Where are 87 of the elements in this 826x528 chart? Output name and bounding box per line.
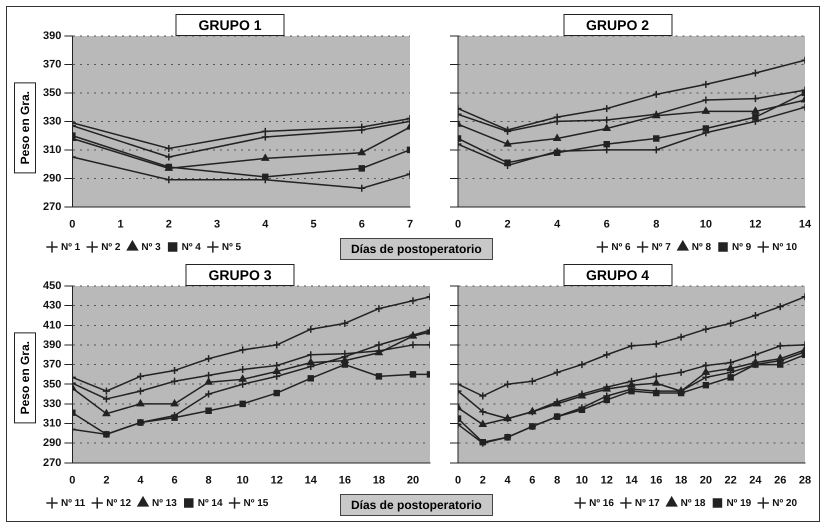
y-tick-label: 310 [42,418,62,430]
x-tick-label: 5 [310,218,317,230]
legend-label: Nº 5 [222,242,242,253]
legend-label: Nº 11 [61,498,86,509]
x-tick-label: 10 [576,474,588,486]
x-tick-label: 16 [338,474,351,486]
x-tick-label: 3 [214,218,220,230]
x-tick-label: 4 [262,218,270,230]
y-tick-label: 330 [42,115,62,128]
x-tick-label: 22 [724,474,737,486]
x-tick-label: 10 [700,218,712,230]
x-axis-title: Días de postoperatorio [340,238,493,260]
x-tick-label: 7 [406,218,414,230]
y-tick-label: 310 [42,144,62,156]
y-tick-label: 370 [42,58,62,70]
x-tick-label: 2 [480,474,486,486]
x-tick-label: 0 [69,474,76,486]
legend-label: Nº 1 [61,242,81,253]
x-tick-label: 20 [700,474,712,486]
legend-label: Nº 17 [634,498,660,509]
y-tick-label: 450 [42,280,62,292]
x-tick-label: 14 [798,218,812,230]
x-tick-label: 24 [749,474,762,486]
y-tick-label: 410 [42,319,62,332]
y-tick-label: 390 [42,30,62,42]
x-tick-label: 8 [554,474,560,486]
y-tick-label: 370 [42,358,62,371]
legend-label: Nº 19 [726,498,752,509]
chart-title: GRUPO 2 [562,14,672,36]
x-tick-label: 10 [236,474,249,486]
legend-label: Nº 9 [732,242,752,253]
legend-label: Nº 13 [152,498,178,509]
legend-label: Nº 7 [652,242,672,253]
chart-title: GRUPO 1 [175,14,285,36]
legend-label: Nº 8 [692,242,712,253]
legend-label: Nº 3 [141,242,162,253]
y-tick-label: 330 [42,398,62,410]
x-tick-label: 4 [504,474,512,486]
x-tick-label: 1 [118,218,124,230]
x-tick-label: 28 [798,474,812,486]
y-axis-title: Peso en Gra. [14,82,36,174]
x-tick-label: 12 [600,474,613,486]
x-tick-label: 6 [604,218,610,230]
chart-title: GRUPO 4 [562,264,672,286]
legend-label: Nº 14 [198,498,223,509]
x-tick-label: 4 [554,218,562,230]
legend-label: Nº 20 [772,498,798,509]
x-tick-label: 6 [358,218,365,230]
legend-label: Nº 12 [106,498,132,509]
y-tick-label: 390 [42,338,62,351]
y-tick-label: 290 [42,172,62,184]
x-tick-label: 8 [653,218,660,230]
legend-label: Nº 16 [589,498,614,509]
x-tick-label: 18 [674,474,688,486]
x-tick-label: 4 [137,474,144,486]
legend-label: Nº 15 [244,498,269,509]
legend-label: Nº 4 [182,242,202,253]
x-tick-label: 0 [69,218,76,230]
legend-label: Nº 6 [611,242,632,253]
x-tick-label: 2 [103,474,110,486]
x-tick-label: 14 [304,474,318,486]
x-tick-label: 16 [650,474,662,486]
x-tick-label: 14 [625,474,638,486]
x-tick-label: 20 [406,474,420,486]
y-tick-label: 270 [42,456,62,469]
legend-label: Nº 2 [101,242,121,253]
x-tick-label: 26 [774,474,786,486]
y-tick-label: 350 [42,378,62,390]
y-tick-label: 290 [42,437,62,450]
legend-label: Nº 18 [680,498,706,509]
y-tick-label: 430 [42,300,62,312]
x-tick-label: 6 [171,474,178,486]
x-tick-label: 6 [529,474,536,486]
x-tick-label: 0 [454,218,462,230]
x-axis-title: Días de postoperatorio [340,494,493,516]
y-tick-label: 270 [42,200,62,213]
y-tick-label: 350 [42,86,62,99]
x-tick-label: 18 [372,474,386,486]
x-tick-label: 8 [206,474,212,486]
x-tick-label: 12 [749,218,762,230]
legend-label: Nº 10 [772,242,798,253]
x-tick-label: 2 [504,218,511,230]
x-tick-label: 0 [454,474,462,486]
chart-title: GRUPO 3 [185,264,295,286]
x-tick-label: 2 [166,218,172,230]
x-tick-label: 12 [270,474,283,486]
y-axis-title: Peso en Gra. [14,332,36,424]
